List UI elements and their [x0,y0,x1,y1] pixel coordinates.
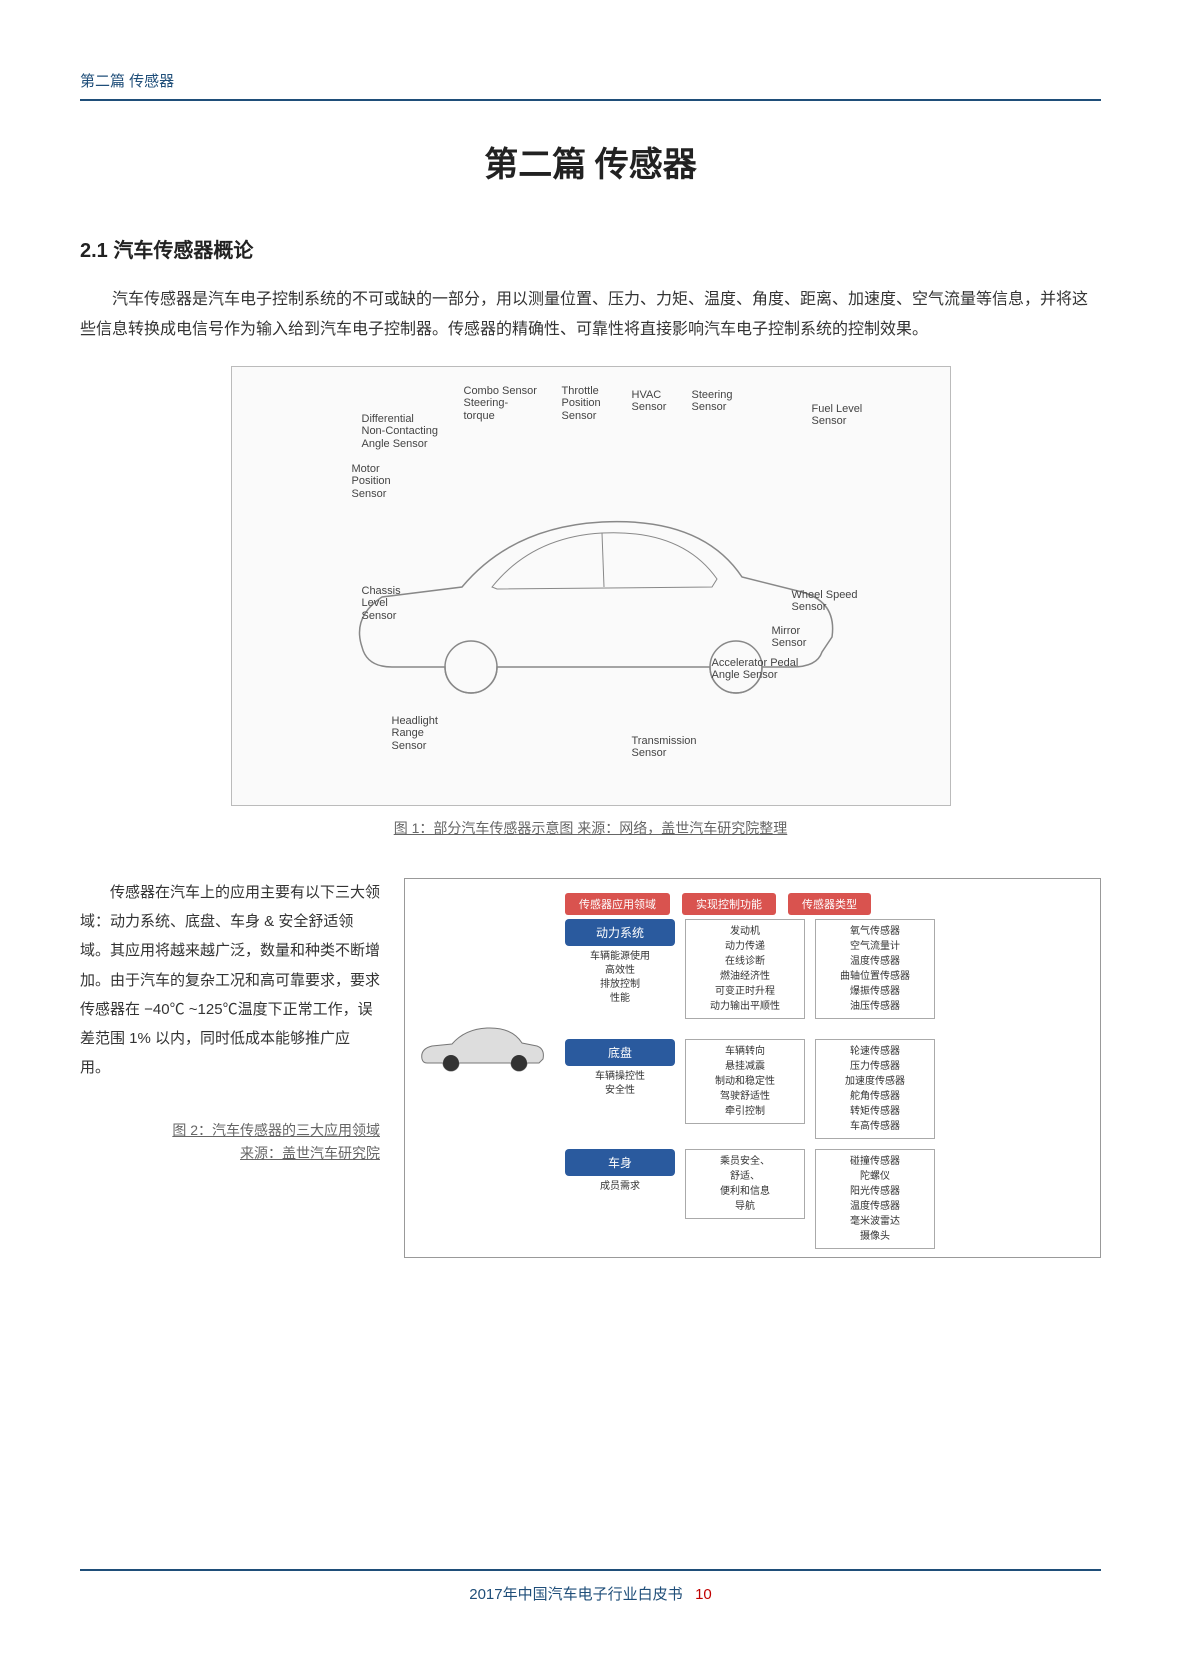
section-title: 2.1 汽车传感器概论 [80,234,1101,263]
paragraph-1: 汽车传感器是汽车电子控制系统的不可或缺的一部分，用以测量位置、压力、力矩、温度、… [80,285,1101,346]
section-number: 2.1 [80,240,108,262]
domain-block: 底盘 [565,1039,675,1066]
figure-2-caption: 图 2：汽车传感器的三大应用领域 来源：盖世汽车研究院 [80,1119,380,1167]
sensor-label: Fuel LevelSensor [812,403,863,428]
figure-2-caption-line2: 来源：盖世汽车研究院 [240,1145,380,1161]
flowchart-row: 动力系统车辆能源使用高效性排放控制性能发动机动力传递在线诊断燃油经济性可变正时升… [565,919,935,1019]
sensor-label: ThrottlePositionSensor [562,385,601,423]
sensor-label: ChassisLevelSensor [362,585,401,623]
footer-book-title: 2017年中国汽车电子行业白皮书 [469,1586,682,1603]
header-section-label: 第二篇 传感器 [80,70,1101,91]
sensor-label: HVACSensor [632,389,667,414]
sensor-label: DifferentialNon-ContactingAngle Sensor [362,413,438,451]
functions-list: 车辆转向悬挂减震制动和稳定性驾驶舒适性牵引控制 [685,1039,805,1124]
functions-list: 乘员安全、舒适、便利和信息导航 [685,1149,805,1219]
domain-sub-label: 车辆操控性安全性 [565,1070,675,1098]
functions-list: 发动机动力传递在线诊断燃油经济性可变正时升程动力输出平顺性 [685,919,805,1019]
sensor-label: TransmissionSensor [632,735,697,760]
section-heading: 汽车传感器概论 [113,240,253,262]
types-list: 碰撞传感器陀螺仪阳光传感器温度传感器毫米波雷达摄像头 [815,1149,935,1249]
flowchart-row: 车身成员需求乘员安全、舒适、便利和信息导航碰撞传感器陀螺仪阳光传感器温度传感器毫… [565,1149,935,1249]
sensor-label: MotorPositionSensor [352,463,391,501]
chapter-title: 第二篇 传感器 [80,137,1101,186]
sensor-label: SteeringSensor [692,389,733,414]
figure-2: 传感器应用领域实现控制功能传感器类型 动力系统车辆能源使用高效性排放控制性能发动… [404,878,1101,1258]
sensor-label: Wheel SpeedSensor [792,589,858,614]
domain-block: 动力系统 [565,919,675,946]
figure-1-caption: 图 1：部分汽车传感器示意图 来源：网络，盖世汽车研究院整理 [80,818,1101,838]
sensor-label: Accelerator PedalAngle Sensor [712,657,799,682]
footer-page-number: 10 [695,1586,712,1603]
sensor-label: Combo SensorSteering-torque [464,385,537,423]
flowchart-header: 传感器应用领域 [565,893,670,915]
domain-sub-label: 成员需求 [565,1180,675,1194]
flowchart-row: 底盘车辆操控性安全性车辆转向悬挂减震制动和稳定性驾驶舒适性牵引控制轮速传感器压力… [565,1039,935,1139]
figure-2-caption-line1: 图 2：汽车传感器的三大应用领域 [172,1122,380,1138]
domain-sub-label: 车辆能源使用高效性排放控制性能 [565,950,675,1006]
flowchart-header: 实现控制功能 [682,893,776,915]
sensor-label: HeadlightRangeSensor [392,715,438,753]
header-rule [80,99,1101,101]
figure-1: Combo SensorSteering-torque ThrottlePosit… [231,366,951,806]
sensor-label: MirrorSensor [772,625,807,650]
footer-rule [80,1569,1101,1571]
car-side-icon [417,1019,547,1075]
flowchart-header: 传感器类型 [788,893,871,915]
paragraph-2: 传感器在汽车上的应用主要有以下三大领域：动力系统、底盘、车身 & 安全舒适领域。… [80,878,380,1083]
page-footer: 2017年中国汽车电子行业白皮书 10 [0,1569,1181,1604]
types-list: 氧气传感器空气流量计温度传感器曲轴位置传感器爆振传感器油压传感器 [815,919,935,1019]
types-list: 轮速传感器压力传感器加速度传感器舵角传感器转矩传感器车高传感器 [815,1039,935,1139]
domain-block: 车身 [565,1149,675,1176]
